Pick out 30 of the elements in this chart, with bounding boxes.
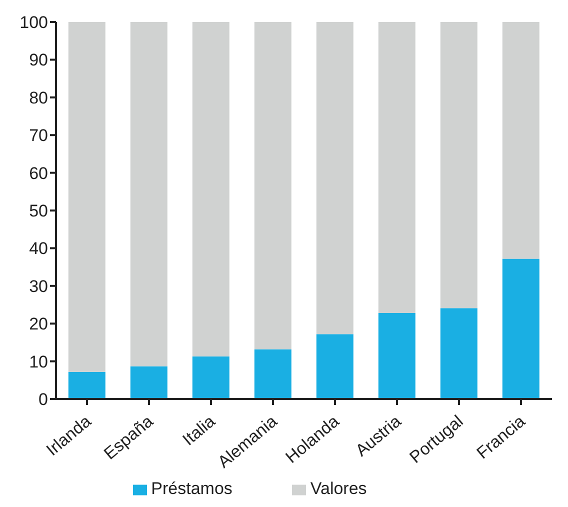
bar — [254, 22, 292, 350]
bar — [130, 366, 168, 399]
y-tick-label: 90 — [29, 50, 48, 70]
legend-label: Préstamos — [151, 479, 232, 498]
y-tick-label: 30 — [29, 276, 48, 296]
legend-label: Valores — [310, 479, 367, 498]
y-tick-label: 50 — [29, 202, 48, 221]
y-tick-label: 10 — [29, 352, 48, 372]
y-tick-label: 60 — [29, 164, 48, 183]
bar — [440, 22, 478, 308]
bar — [68, 22, 106, 372]
y-tick-label: 40 — [29, 239, 48, 258]
bar — [192, 356, 230, 399]
y-tick-label: 100 — [20, 13, 48, 32]
bar — [316, 22, 354, 334]
bar — [254, 349, 292, 399]
x-tick-label: Italia — [178, 411, 220, 450]
bar — [502, 258, 540, 399]
y-tick-label: 20 — [29, 314, 48, 334]
y-tick-label: 70 — [29, 126, 48, 146]
bar — [440, 308, 478, 399]
y-tick-label: 80 — [29, 88, 48, 108]
bar — [378, 313, 416, 399]
bar — [378, 22, 416, 314]
bar — [192, 22, 230, 356]
bar — [68, 372, 106, 399]
bar — [502, 22, 540, 259]
y-tick-label: 0 — [38, 390, 48, 410]
bar — [316, 334, 354, 399]
bar — [130, 22, 168, 366]
